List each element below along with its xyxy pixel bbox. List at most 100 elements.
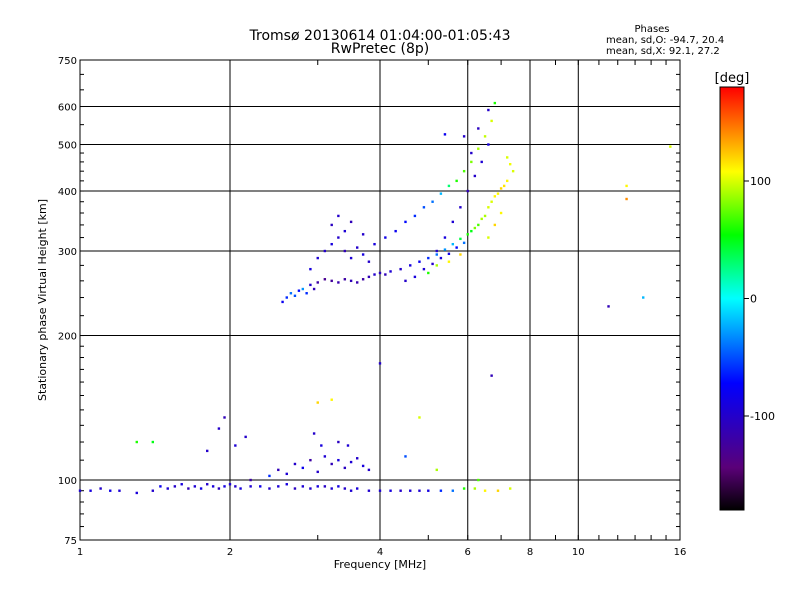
data-point [508,487,512,490]
data-point [455,246,458,249]
data-point [249,478,252,482]
data-point [493,101,497,105]
data-point [151,440,155,444]
data-point [490,119,493,123]
data-point [439,489,443,492]
data-point [323,455,327,458]
data-point [281,300,284,304]
data-point [309,458,312,462]
data-point [349,460,353,464]
data-point [337,458,340,462]
data-point [297,289,301,292]
data-point [301,466,305,470]
data-point [625,197,628,201]
axis-ticks: 1 2 4 6 8 10 16 75 100 200 300 400 500 600 750 [58,56,686,558]
phase-stats-heading: Phases [634,24,669,35]
data-point [349,279,353,283]
data-point [451,489,455,492]
data-point [166,487,169,490]
data-point [78,489,82,492]
data-point [404,220,407,224]
data-point [109,489,112,492]
data-point [483,214,487,218]
x-tick-label: 10 [572,547,585,558]
data-point [330,487,333,490]
grid-lines [80,60,680,540]
y-tick-label: 750 [58,56,77,67]
data-point [199,487,203,490]
data-point [330,242,333,246]
data-point [367,489,371,492]
data-point [367,260,371,263]
data-point [151,489,155,492]
y-tick-label: 400 [58,187,77,198]
data-point [384,236,387,239]
x-tick-label: 2 [227,547,233,558]
data-point [249,485,252,488]
data-point [447,260,451,263]
data-point [404,455,407,458]
data-point [277,468,280,472]
data-point [99,487,102,490]
data-point [367,468,371,472]
y-axis-label: Stationary phase Virtual Height [km] [36,199,49,401]
data-point [455,179,458,183]
data-point [418,260,421,263]
data-point [427,256,430,260]
data-point [451,242,455,246]
data-point [394,229,397,233]
data-point [389,489,392,492]
data-point [487,206,490,209]
y-tick-label: 600 [58,103,77,114]
data-point [228,483,232,486]
y-tick-label: 300 [58,247,77,258]
data-point [361,233,365,236]
data-point [480,160,483,164]
data-point [487,143,490,146]
data-point [343,229,347,233]
data-point [477,147,480,150]
x-tick-label: 8 [527,547,533,558]
data-point [483,489,487,492]
colorbar-tick-label: 100 [750,175,771,188]
x-tick-label: 4 [377,547,383,558]
data-point [337,214,340,218]
data-point [159,485,162,488]
data-point [309,487,312,490]
data-point [607,305,610,308]
data-point [309,283,312,287]
data-point [293,462,297,466]
data-point [259,485,262,488]
data-point [361,253,365,256]
phase-stats-o: mean, sd,O: -94.7, 20.4 [606,35,724,46]
data-point [413,214,417,218]
data-point [435,249,438,253]
data-point [459,237,462,241]
data-point [496,489,500,492]
data-point [193,485,197,488]
data-point [337,236,340,239]
data-point [244,435,247,439]
data-point [505,179,509,183]
data-point [285,483,288,486]
data-point [301,287,305,291]
data-point [443,248,447,251]
data-point [477,223,480,227]
data-point [389,270,392,273]
data-point [473,487,477,490]
data-point [234,485,237,488]
data-point [349,220,353,224]
data-point [355,246,359,249]
data-point [305,292,308,295]
data-point [413,275,417,279]
chart-subtitle: RwPretec (8p) [331,41,429,57]
data-point [312,432,316,435]
data-point [330,223,333,227]
data-point [337,281,340,284]
data-point [337,440,340,444]
data-point [320,444,323,447]
data-point [483,135,487,138]
data-point [309,267,312,271]
data-point [89,489,92,492]
